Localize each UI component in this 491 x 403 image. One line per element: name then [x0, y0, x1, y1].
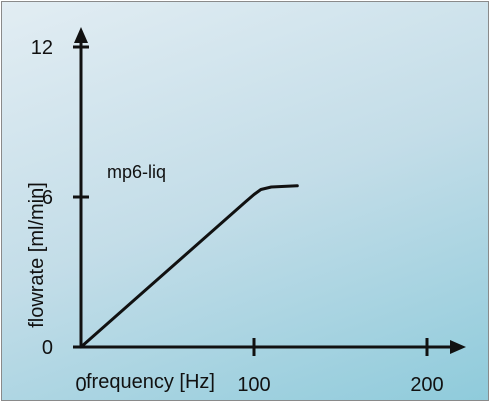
x-tick-label: 0 — [75, 374, 86, 396]
y-tick-label: 6 — [42, 187, 53, 209]
x-axis-arrow — [450, 340, 466, 354]
series-line — [79, 184, 299, 349]
x-tick-label: 200 — [410, 374, 443, 396]
y-axis-arrow — [74, 27, 88, 43]
y-axis-label: flowrate [ml/min] — [26, 182, 48, 328]
series-annotation: mp6-liq — [107, 162, 166, 182]
x-axis-label: frequency [Hz] — [86, 371, 215, 393]
x-tick-label: 100 — [237, 374, 270, 396]
y-tick-label: 12 — [31, 37, 53, 59]
y-tick-label: 0 — [42, 337, 53, 359]
